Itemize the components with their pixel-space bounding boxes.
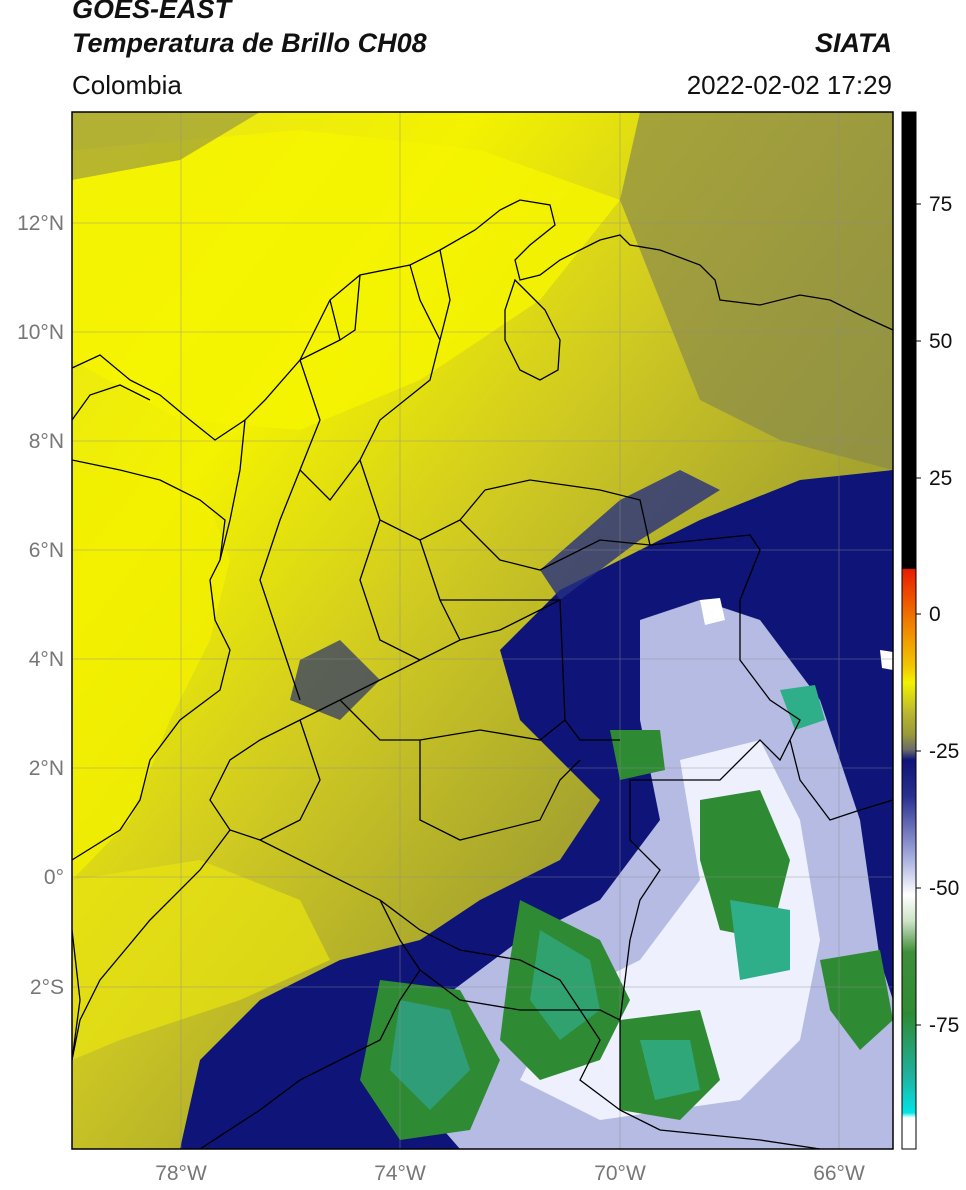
longitude-labels: 78°W 74°W 70°W 66°W xyxy=(155,1162,865,1185)
colorbar-tick: 0 xyxy=(929,603,941,626)
lat-label: 12°N xyxy=(17,212,64,235)
lon-label: 78°W xyxy=(155,1162,207,1185)
lat-label: 2°N xyxy=(29,757,64,780)
lat-label: 6°N xyxy=(29,539,64,562)
colorbar-tick: 25 xyxy=(929,467,952,490)
lat-label: 0° xyxy=(44,866,64,889)
region-label: Colombia xyxy=(72,70,182,100)
lon-label: 70°W xyxy=(594,1162,646,1185)
lat-label: 4°N xyxy=(29,648,64,671)
lat-label: 8°N xyxy=(29,430,64,453)
brightness-temperature-field xyxy=(72,112,893,1149)
colorbar-tick: 50 xyxy=(929,330,952,353)
lon-label: 66°W xyxy=(813,1162,865,1185)
lat-label: 10°N xyxy=(17,321,64,344)
colorbar-tick: -50 xyxy=(929,877,959,900)
country-borders xyxy=(72,199,893,1149)
colorbar-tick: 75 xyxy=(929,193,952,216)
colorbar-scale xyxy=(901,111,917,1150)
colorbar-tick: -75 xyxy=(929,1014,959,1037)
lat-label: 2°S xyxy=(30,976,64,999)
satellite-title: GOES-EAST xyxy=(72,0,232,24)
map-frame xyxy=(71,111,894,1150)
colorbar: 75 50 25 0 -25 -50 -75 xyxy=(901,111,959,1150)
colorbar-tick: -25 xyxy=(929,740,959,763)
source-label: SIATA xyxy=(815,28,892,58)
datetime-label: 2022-02-02 17:29 xyxy=(686,70,892,100)
product-title: Temperatura de Brillo CH08 xyxy=(72,28,427,58)
lon-label: 74°W xyxy=(374,1162,426,1185)
latitude-labels: 12°N 10°N 8°N 6°N 4°N 2°N 0° 2°S xyxy=(17,212,64,999)
